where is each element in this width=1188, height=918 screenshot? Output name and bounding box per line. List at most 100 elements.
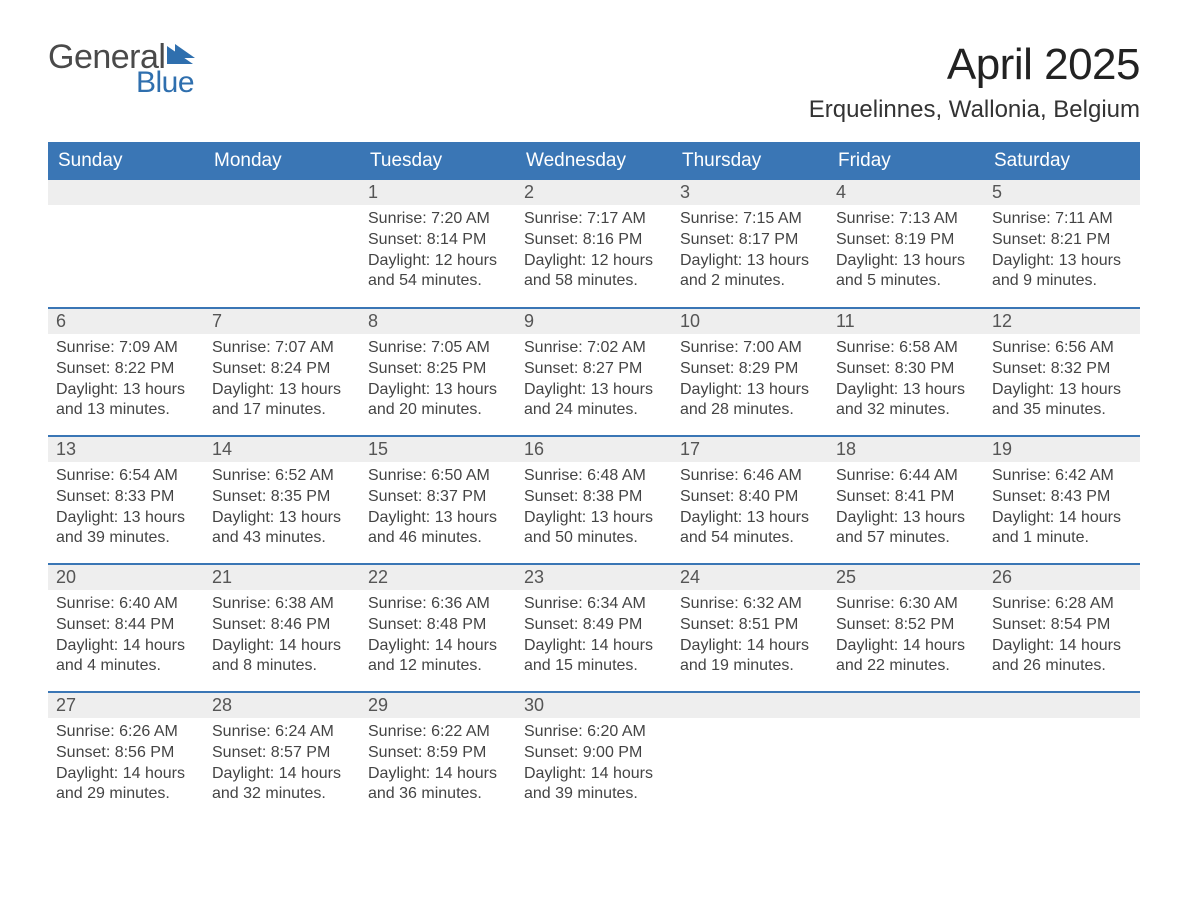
day-body: Sunrise: 6:32 AMSunset: 8:51 PMDaylight:… <box>672 590 828 681</box>
daylight-text: Daylight: 12 hours and 54 minutes. <box>368 251 508 293</box>
sunrise-text: Sunrise: 7:02 AM <box>524 338 664 359</box>
sunset-text: Sunset: 8:24 PM <box>212 359 352 380</box>
sunset-text: Sunset: 8:49 PM <box>524 615 664 636</box>
sunrise-text: Sunrise: 7:07 AM <box>212 338 352 359</box>
sunrise-text: Sunrise: 7:00 AM <box>680 338 820 359</box>
sunset-text: Sunset: 8:51 PM <box>680 615 820 636</box>
sunrise-text: Sunrise: 6:56 AM <box>992 338 1132 359</box>
sunset-text: Sunset: 8:46 PM <box>212 615 352 636</box>
daylight-text: Daylight: 14 hours and 26 minutes. <box>992 636 1132 678</box>
day-number <box>204 180 360 205</box>
sunrise-text: Sunrise: 6:32 AM <box>680 594 820 615</box>
sunrise-text: Sunrise: 6:20 AM <box>524 722 664 743</box>
day-header: Monday <box>204 142 360 180</box>
day-number: 13 <box>48 437 204 462</box>
day-body: Sunrise: 6:44 AMSunset: 8:41 PMDaylight:… <box>828 462 984 553</box>
calendar-cell: 17Sunrise: 6:46 AMSunset: 8:40 PMDayligh… <box>672 436 828 564</box>
sunrise-text: Sunrise: 6:30 AM <box>836 594 976 615</box>
daylight-text: Daylight: 14 hours and 39 minutes. <box>524 764 664 806</box>
sunset-text: Sunset: 8:21 PM <box>992 230 1132 251</box>
day-body: Sunrise: 6:34 AMSunset: 8:49 PMDaylight:… <box>516 590 672 681</box>
location: Erquelinnes, Wallonia, Belgium <box>809 96 1140 124</box>
day-body: Sunrise: 6:48 AMSunset: 8:38 PMDaylight:… <box>516 462 672 553</box>
day-body: Sunrise: 7:05 AMSunset: 8:25 PMDaylight:… <box>360 334 516 425</box>
sunset-text: Sunset: 8:22 PM <box>56 359 196 380</box>
day-header-row: Sunday Monday Tuesday Wednesday Thursday… <box>48 142 1140 180</box>
sunset-text: Sunset: 8:37 PM <box>368 487 508 508</box>
daylight-text: Daylight: 14 hours and 19 minutes. <box>680 636 820 678</box>
calendar-cell: 19Sunrise: 6:42 AMSunset: 8:43 PMDayligh… <box>984 436 1140 564</box>
sunset-text: Sunset: 8:54 PM <box>992 615 1132 636</box>
sunrise-text: Sunrise: 6:36 AM <box>368 594 508 615</box>
calendar-cell: 6Sunrise: 7:09 AMSunset: 8:22 PMDaylight… <box>48 308 204 436</box>
day-number: 11 <box>828 309 984 334</box>
calendar-cell: 16Sunrise: 6:48 AMSunset: 8:38 PMDayligh… <box>516 436 672 564</box>
calendar-cell: 30Sunrise: 6:20 AMSunset: 9:00 PMDayligh… <box>516 692 672 820</box>
calendar-cell <box>672 692 828 820</box>
day-body: Sunrise: 6:30 AMSunset: 8:52 PMDaylight:… <box>828 590 984 681</box>
calendar-cell: 23Sunrise: 6:34 AMSunset: 8:49 PMDayligh… <box>516 564 672 692</box>
day-body: Sunrise: 6:54 AMSunset: 8:33 PMDaylight:… <box>48 462 204 553</box>
day-body: Sunrise: 7:11 AMSunset: 8:21 PMDaylight:… <box>984 205 1140 296</box>
day-number: 24 <box>672 565 828 590</box>
calendar-cell <box>48 180 204 308</box>
day-number: 10 <box>672 309 828 334</box>
sunrise-text: Sunrise: 7:15 AM <box>680 209 820 230</box>
sunrise-text: Sunrise: 6:42 AM <box>992 466 1132 487</box>
calendar-cell: 13Sunrise: 6:54 AMSunset: 8:33 PMDayligh… <box>48 436 204 564</box>
calendar-cell: 8Sunrise: 7:05 AMSunset: 8:25 PMDaylight… <box>360 308 516 436</box>
day-number: 28 <box>204 693 360 718</box>
day-number: 30 <box>516 693 672 718</box>
day-number: 16 <box>516 437 672 462</box>
page: General Blue April 2025 Erquelinnes, Wal… <box>0 0 1188 860</box>
calendar-cell: 3Sunrise: 7:15 AMSunset: 8:17 PMDaylight… <box>672 180 828 308</box>
sunset-text: Sunset: 8:57 PM <box>212 743 352 764</box>
daylight-text: Daylight: 13 hours and 39 minutes. <box>56 508 196 550</box>
day-number <box>48 180 204 205</box>
daylight-text: Daylight: 13 hours and 17 minutes. <box>212 380 352 422</box>
sunrise-text: Sunrise: 6:44 AM <box>836 466 976 487</box>
sunrise-text: Sunrise: 6:50 AM <box>368 466 508 487</box>
calendar-week-row: 27Sunrise: 6:26 AMSunset: 8:56 PMDayligh… <box>48 692 1140 820</box>
sunset-text: Sunset: 8:59 PM <box>368 743 508 764</box>
sunrise-text: Sunrise: 6:40 AM <box>56 594 196 615</box>
sunrise-text: Sunrise: 6:54 AM <box>56 466 196 487</box>
day-number <box>984 693 1140 718</box>
day-body: Sunrise: 6:20 AMSunset: 9:00 PMDaylight:… <box>516 718 672 809</box>
day-header: Saturday <box>984 142 1140 180</box>
day-body: Sunrise: 6:52 AMSunset: 8:35 PMDaylight:… <box>204 462 360 553</box>
daylight-text: Daylight: 13 hours and 5 minutes. <box>836 251 976 293</box>
day-body: Sunrise: 6:56 AMSunset: 8:32 PMDaylight:… <box>984 334 1140 425</box>
sunrise-text: Sunrise: 7:09 AM <box>56 338 196 359</box>
calendar-week-row: 13Sunrise: 6:54 AMSunset: 8:33 PMDayligh… <box>48 436 1140 564</box>
day-body <box>984 718 1140 726</box>
sunrise-text: Sunrise: 6:24 AM <box>212 722 352 743</box>
sunset-text: Sunset: 8:52 PM <box>836 615 976 636</box>
calendar-cell: 14Sunrise: 6:52 AMSunset: 8:35 PMDayligh… <box>204 436 360 564</box>
month-title: April 2025 <box>809 40 1140 90</box>
calendar-cell: 15Sunrise: 6:50 AMSunset: 8:37 PMDayligh… <box>360 436 516 564</box>
day-body: Sunrise: 6:28 AMSunset: 8:54 PMDaylight:… <box>984 590 1140 681</box>
daylight-text: Daylight: 13 hours and 50 minutes. <box>524 508 664 550</box>
sunrise-text: Sunrise: 7:17 AM <box>524 209 664 230</box>
day-body: Sunrise: 7:20 AMSunset: 8:14 PMDaylight:… <box>360 205 516 296</box>
daylight-text: Daylight: 12 hours and 58 minutes. <box>524 251 664 293</box>
day-body: Sunrise: 6:36 AMSunset: 8:48 PMDaylight:… <box>360 590 516 681</box>
daylight-text: Daylight: 13 hours and 2 minutes. <box>680 251 820 293</box>
calendar-cell: 27Sunrise: 6:26 AMSunset: 8:56 PMDayligh… <box>48 692 204 820</box>
sunset-text: Sunset: 8:27 PM <box>524 359 664 380</box>
sunrise-text: Sunrise: 6:34 AM <box>524 594 664 615</box>
day-number: 6 <box>48 309 204 334</box>
day-number: 4 <box>828 180 984 205</box>
day-body: Sunrise: 7:02 AMSunset: 8:27 PMDaylight:… <box>516 334 672 425</box>
calendar-cell: 26Sunrise: 6:28 AMSunset: 8:54 PMDayligh… <box>984 564 1140 692</box>
day-header: Tuesday <box>360 142 516 180</box>
calendar-cell: 22Sunrise: 6:36 AMSunset: 8:48 PMDayligh… <box>360 564 516 692</box>
daylight-text: Daylight: 13 hours and 57 minutes. <box>836 508 976 550</box>
calendar-cell: 28Sunrise: 6:24 AMSunset: 8:57 PMDayligh… <box>204 692 360 820</box>
daylight-text: Daylight: 13 hours and 32 minutes. <box>836 380 976 422</box>
day-number: 15 <box>360 437 516 462</box>
calendar-cell <box>984 692 1140 820</box>
sunset-text: Sunset: 8:16 PM <box>524 230 664 251</box>
day-header: Sunday <box>48 142 204 180</box>
